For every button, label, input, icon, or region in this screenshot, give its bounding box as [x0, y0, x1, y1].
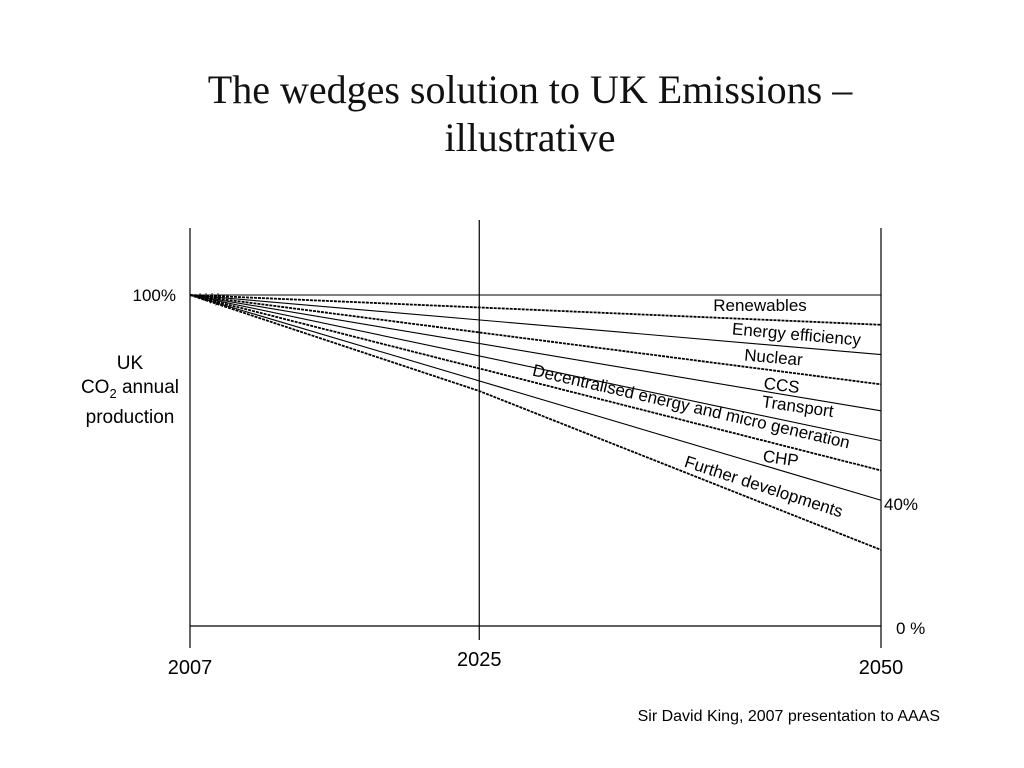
y-tick-label-2: 40%: [884, 495, 918, 514]
x-tick-label-2025: 2025: [457, 649, 502, 671]
y-axis-label: UK CO2 annual production: [60, 352, 200, 430]
title-line-1: The wedges solution to UK Emissions –: [207, 67, 853, 112]
y-axis-label-subscript: 2: [109, 385, 117, 401]
y-axis-label-line-2: CO2 annual: [60, 376, 200, 406]
series-label-nuclear: Nuclear: [743, 346, 803, 370]
x-tick-label-2050: 2050: [859, 657, 904, 679]
series-line-energy-efficiency: [189, 294, 882, 356]
y-tick-label-1: 100%: [133, 286, 176, 305]
fan-arc-3: [209, 292, 213, 304]
series-line-nuclear: [189, 294, 882, 386]
series-line-ccs: [189, 294, 882, 412]
series-line-transport: [189, 294, 882, 442]
x-tick-label-2007: 2007: [168, 657, 213, 679]
fan-arc-2: [204, 292, 207, 302]
series-line-decentralised-energy-and-micro-generation: [189, 294, 882, 472]
series-label-ccs: CCS: [763, 374, 801, 397]
chart-title: The wedges solution to UK Emissions – il…: [0, 66, 1024, 162]
y-axis-label-line-3: production: [85, 406, 175, 428]
y-tick-label-3: 0 %: [896, 619, 925, 638]
title-line-2: illustrative: [444, 115, 616, 160]
y-axis-label-line-1: UK: [116, 353, 144, 374]
y-axis-label-co: CO: [80, 377, 110, 398]
fan-arc-1: [198, 292, 201, 299]
source-citation: Sir David King, 2007 presentation to AAA…: [637, 708, 940, 725]
series-line-renewables: [189, 294, 882, 326]
y-axis-label-annual: annual: [116, 377, 180, 398]
series-line-chp: [189, 294, 882, 501]
fan-arc-4: [215, 292, 219, 306]
series-label-chp: CHP: [762, 447, 800, 471]
series-label-renewables: Renewables: [713, 296, 807, 315]
series-line-further-developments: [189, 294, 882, 551]
